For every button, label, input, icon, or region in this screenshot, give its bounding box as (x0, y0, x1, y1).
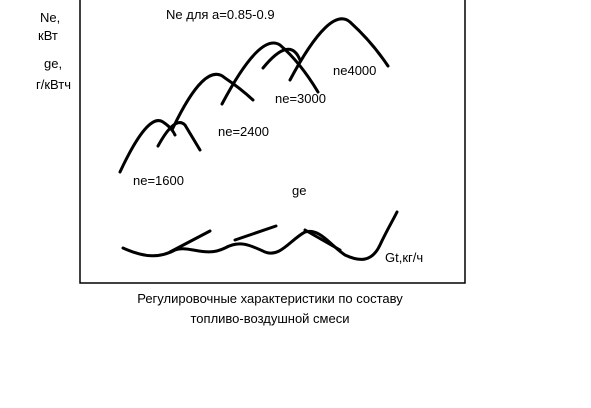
ge-curve (168, 229, 212, 254)
curve-label: ne4000 (333, 63, 376, 78)
ge-curve (121, 210, 399, 261)
ne-curve (288, 17, 390, 82)
axis-label: Ne, (40, 10, 60, 25)
curve-label: ne=1600 (133, 173, 184, 188)
ne-curve (170, 72, 255, 132)
axis-label: кВт (38, 28, 58, 43)
curve-label: ne=2400 (218, 124, 269, 139)
ge-curve (233, 224, 278, 242)
ne-curve (261, 47, 302, 70)
axis-label: ge, (44, 56, 62, 71)
curve-label: ge (292, 183, 306, 198)
caption: Регулировочные характеристики по составу (137, 291, 403, 306)
curve-label: Gt,кг/ч (385, 250, 423, 265)
curve-label: ne=3000 (275, 91, 326, 106)
caption: топливо-воздушной смеси (191, 311, 350, 326)
frame (79, 0, 466, 284)
axis-label: г/кВтч (36, 77, 71, 92)
ge-curve (303, 228, 342, 252)
diagram-title: Ne для а=0.85-0.9 (166, 7, 275, 22)
ne-curve (220, 41, 320, 106)
